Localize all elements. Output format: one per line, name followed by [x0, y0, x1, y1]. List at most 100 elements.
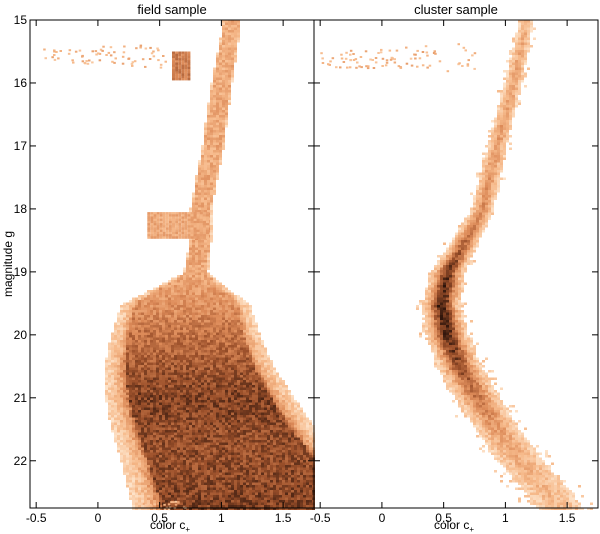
field-density-cell: [201, 372, 204, 375]
field-density-cell: [243, 442, 246, 445]
field-density-cell: [258, 410, 261, 413]
field-density-cell: [144, 365, 147, 368]
field-density-cell: [180, 417, 183, 420]
field-density-cell: [201, 187, 204, 190]
field-density-cell: [273, 407, 276, 410]
field-density-cell: [129, 362, 132, 365]
field-density-cell: [303, 442, 306, 445]
field-density-cell: [222, 432, 225, 435]
field-density-cell: [192, 242, 195, 245]
field-density-cell: [270, 395, 273, 398]
field-density-cell: [162, 397, 165, 400]
field-density-cell: [144, 412, 147, 415]
field-density-cell: [135, 460, 138, 463]
field-density-cell: [198, 312, 201, 315]
field-density-cell: [249, 335, 252, 338]
field-density-cell: [168, 397, 171, 400]
field-density-cell: [261, 422, 264, 425]
field-density-cell: [231, 462, 234, 465]
field-density-cell: [216, 380, 219, 383]
field-density-cell: [237, 345, 240, 348]
field-density-cell: [111, 407, 114, 410]
field-density-cell: [219, 120, 222, 123]
field-density-cell: [237, 297, 240, 300]
field-density-cell: [222, 115, 225, 118]
field-density-cell: [180, 320, 183, 323]
field-density-cell: [276, 412, 279, 415]
field-density-cell: [213, 182, 216, 185]
field-density-cell: [201, 285, 204, 288]
field-density-cell: [111, 387, 114, 390]
field-density-cell: [147, 290, 150, 293]
field-density-cell: [201, 297, 204, 300]
field-density-cell: [189, 245, 192, 248]
field-density-cell: [294, 467, 297, 470]
field-density-cell: [117, 370, 120, 373]
field-density-cell: [228, 297, 231, 300]
field-density-cell: [171, 312, 174, 315]
field-density-cell: [189, 387, 192, 390]
field-density-cell: [123, 365, 126, 368]
field-density-cell: [195, 360, 198, 363]
field-density-cell: [186, 392, 189, 395]
field-density-cell: [165, 377, 168, 380]
field-density-cell: [138, 402, 141, 405]
field-density-cell: [174, 470, 177, 473]
field-density-cell: [306, 452, 309, 455]
field-density-cell: [204, 457, 207, 460]
field-density-cell: [201, 190, 204, 193]
field-density-cell: [189, 332, 192, 335]
field-density-cell: [210, 215, 213, 218]
field-density-cell: [273, 370, 276, 373]
field-density-cell: [120, 407, 123, 410]
field-density-cell: [216, 387, 219, 390]
field-density-cell: [204, 447, 207, 450]
field-density-cell: [147, 445, 150, 448]
field-density-cell: [198, 297, 201, 300]
field-density-cell: [261, 352, 264, 355]
field-density-cell: [303, 435, 306, 438]
field-density-cell: [141, 337, 144, 340]
field-density-cell: [180, 310, 183, 313]
field-density-cell: [285, 422, 288, 425]
field-density-cell: [270, 450, 273, 453]
field-density-cell: [186, 277, 189, 280]
field-density-cell: [216, 435, 219, 438]
field-density-cell: [123, 377, 126, 380]
field-density-cell: [243, 437, 246, 440]
field-density-cell: [120, 317, 123, 320]
field-density-cell: [147, 385, 150, 388]
field-density-cell: [141, 365, 144, 368]
field-density-cell: [108, 382, 111, 385]
field-density-cell: [105, 375, 108, 378]
field-density-cell: [174, 430, 177, 433]
field-density-cell: [228, 65, 231, 68]
field-density-cell: [225, 290, 228, 293]
field-density-cell: [285, 385, 288, 388]
field-density-cell: [303, 460, 306, 463]
field-density-cell: [117, 410, 120, 413]
field-density-cell: [219, 372, 222, 375]
field-density-cell: [210, 240, 213, 243]
field-density-cell: [240, 320, 243, 323]
field-density-cell: [246, 462, 249, 465]
field-density-cell: [228, 70, 231, 73]
field-density-cell: [276, 470, 279, 473]
field-density-cell: [231, 417, 234, 420]
field-density-cell: [195, 245, 198, 248]
field-density-cell: [141, 400, 144, 403]
field-density-cell: [111, 382, 114, 385]
field-density-cell: [165, 352, 168, 355]
field-density-cell: [150, 375, 153, 378]
field-density-cell: [255, 390, 258, 393]
field-density-cell: [117, 437, 120, 440]
field-density-cell: [108, 362, 111, 365]
field-density-cell: [246, 465, 249, 468]
field-density-cell: [204, 417, 207, 420]
field-density-cell: [213, 302, 216, 305]
field-density-cell: [114, 327, 117, 330]
field-density-cell: [120, 365, 123, 368]
field-density-cell: [138, 385, 141, 388]
field-density-cell: [177, 305, 180, 308]
field-density-cell: [270, 397, 273, 400]
